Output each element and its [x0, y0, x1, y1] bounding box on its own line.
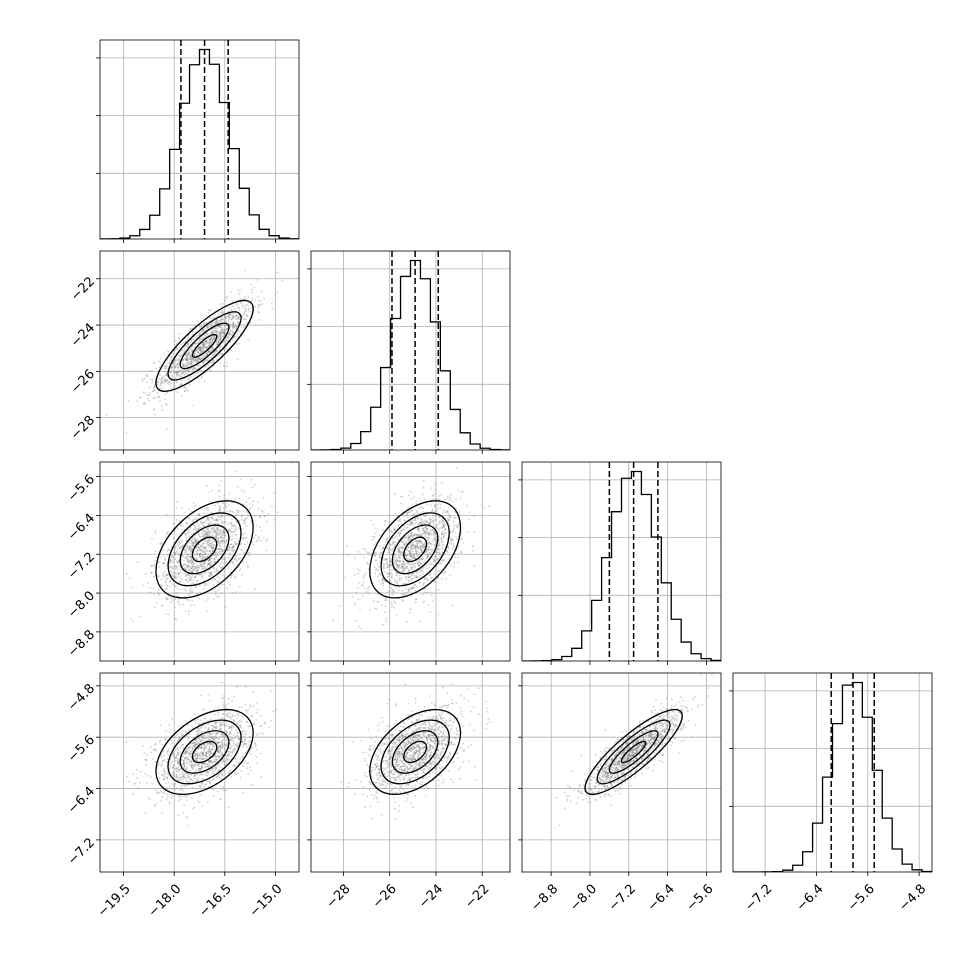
panel-frame — [99, 672, 300, 873]
x-tick-label: −15.0 — [247, 882, 286, 921]
y-tick-label: −22 — [68, 274, 98, 304]
x-tick-label: −5.6 — [845, 882, 878, 915]
panel-frame — [310, 672, 511, 873]
x-tick-label: −24 — [416, 882, 446, 912]
panel-frame — [99, 250, 300, 451]
y-tick-label: −6.4 — [65, 511, 98, 544]
panel-frame — [310, 461, 511, 662]
histogram-2 — [522, 470, 721, 661]
y-tick-label: −8.0 — [65, 588, 98, 621]
y-tick-label: −26 — [68, 367, 98, 397]
x-tick-label: −6.4 — [794, 882, 827, 915]
density-contour-1 — [380, 512, 450, 587]
density-contour-0 — [369, 500, 462, 599]
panel-frame — [521, 461, 722, 662]
panel-frame — [732, 672, 933, 873]
scatter-points — [125, 462, 294, 623]
y-tick-label: −4.8 — [65, 681, 98, 714]
histogram-panel-2 — [518, 461, 722, 665]
scatter-points — [340, 683, 491, 820]
x-tick-label: −19.5 — [95, 882, 134, 921]
density-contour-1 — [167, 512, 242, 587]
density-contour-2 — [179, 730, 230, 774]
panel-frame — [99, 39, 300, 240]
scatter-points — [554, 673, 713, 829]
y-tick-label: −8.8 — [65, 627, 98, 660]
density-contour-3 — [403, 740, 428, 764]
panel-frame — [99, 461, 300, 662]
x-tick-label: −28 — [324, 882, 354, 912]
density-contour-2 — [608, 730, 659, 774]
scatter-panel-3-0: −19.5 −18.0 −16.5 −15.0 −7.2 −6.4 −5.6 −4.8 — [65, 672, 300, 921]
x-tick-label: −16.5 — [196, 882, 235, 921]
x-tick-label: −26 — [370, 882, 400, 912]
scatter-panel-3-2: −8.8 −8.0 −7.2 −6.4 −5.6 — [518, 672, 722, 915]
density-contour-3 — [191, 536, 218, 563]
scatter-panel-3-1: −28 −26 −24 −22 — [307, 672, 511, 912]
histogram-1 — [311, 259, 510, 450]
density-contour-1 — [167, 719, 242, 785]
scatter-points — [332, 467, 491, 630]
x-tick-label: −7.2 — [606, 882, 639, 915]
y-tick-label: −5.6 — [65, 472, 98, 505]
density-contour-2 — [179, 322, 230, 370]
density-contour-0 — [155, 299, 254, 392]
panel-frame — [521, 672, 722, 873]
histogram-0 — [100, 48, 299, 239]
x-tick-label: −18.0 — [146, 882, 185, 921]
y-tick-label: −7.2 — [65, 550, 98, 583]
density-contour-1 — [596, 719, 671, 785]
scatter-panel-2-0: −8.8 −8.0 −7.2 −6.4 −5.6 — [65, 461, 300, 665]
density-contour-2 — [391, 524, 439, 575]
x-tick-label: −22 — [462, 882, 492, 912]
density-contour-2 — [179, 524, 230, 575]
y-tick-label: −28 — [68, 413, 98, 443]
x-tick-label: −5.6 — [684, 882, 717, 915]
histogram-3 — [733, 681, 932, 872]
density-contour-2 — [391, 730, 439, 774]
x-tick-label: −4.8 — [896, 882, 929, 915]
density-contour-0 — [155, 708, 254, 795]
histogram-panel-1 — [307, 250, 511, 454]
y-tick-label: −6.4 — [65, 784, 98, 817]
y-tick-label: −7.2 — [65, 835, 98, 868]
scatter-panel-2-1 — [307, 461, 511, 665]
panel-frame — [310, 250, 511, 451]
x-tick-label: −7.2 — [742, 882, 775, 915]
density-contour-0 — [155, 500, 254, 599]
x-tick-label: −8.0 — [567, 882, 600, 915]
density-contour-0 — [584, 708, 683, 795]
density-contour-3 — [620, 740, 647, 764]
density-contour-3 — [403, 536, 428, 563]
histogram-panel-3: −7.2 −6.4 −5.6 −4.8 — [729, 672, 933, 915]
scatter-points — [105, 269, 284, 434]
density-contour-1 — [167, 311, 242, 381]
histogram-panel-0 — [96, 39, 300, 243]
density-contour-3 — [191, 740, 218, 764]
density-contour-0 — [369, 708, 462, 795]
scatter-points — [125, 681, 278, 827]
y-tick-label: −24 — [68, 320, 98, 350]
density-contour-1 — [380, 719, 450, 785]
x-tick-label: −6.4 — [645, 882, 678, 915]
scatter-panel-1-0: −28 −26 −24 −22 — [68, 250, 300, 454]
y-tick-label: −5.6 — [65, 733, 98, 766]
density-contour-3 — [191, 333, 218, 358]
x-tick-label: −8.8 — [528, 882, 561, 915]
